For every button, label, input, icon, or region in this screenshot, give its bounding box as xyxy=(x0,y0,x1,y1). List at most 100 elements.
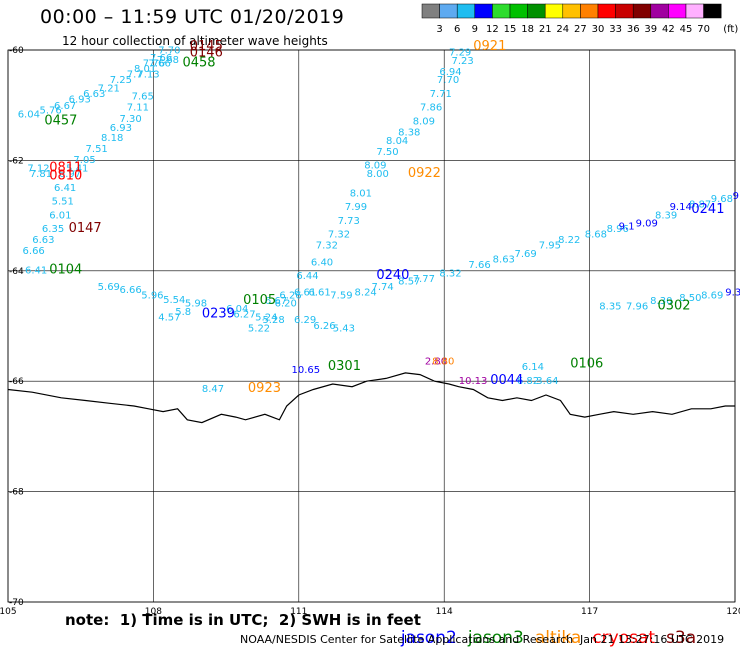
wave-height-value: 8.01 xyxy=(134,64,156,75)
wave-height-value: 7.69 xyxy=(514,249,536,260)
pass-time-label: 0301 xyxy=(328,359,361,374)
wave-height-value: 5.41 xyxy=(66,163,88,174)
wave-height-value: 2.80 xyxy=(425,357,447,368)
wave-height-value: 7.73 xyxy=(338,216,360,227)
wave-height-value: 9.1 xyxy=(619,221,635,232)
longitude-label: 120 xyxy=(726,607,740,617)
wave-height-value: 6.41 xyxy=(25,266,47,277)
wave-height-value: 5.51 xyxy=(52,197,74,208)
wave-height-value: 8.01 xyxy=(350,188,372,199)
wave-height-value: 7.50 xyxy=(376,147,398,158)
wave-height-value: 6.27 xyxy=(233,310,255,321)
wave-height-value: 5.98 xyxy=(185,299,207,310)
wave-height-value: 7.99 xyxy=(345,202,367,213)
longitude-label: 105 xyxy=(0,607,17,617)
wave-height-value: 6.20 xyxy=(275,299,297,310)
colorbar-tick-label: 12 xyxy=(486,24,499,35)
satellite-legend-jason2: jason2 xyxy=(400,628,457,648)
wave-height-value: 7.21 xyxy=(98,83,120,94)
pass-time-label: 0106 xyxy=(570,356,603,371)
wave-height-points: 7.707.667.767.667.688.017.77.137.257.216… xyxy=(18,45,740,395)
latitude-label: -66 xyxy=(9,377,24,387)
latitude-label: -60 xyxy=(9,46,24,56)
latitude-label: -64 xyxy=(9,267,24,277)
wave-height-value: 7.66 xyxy=(149,59,171,70)
wave-height-value: 7.05 xyxy=(73,155,95,166)
coastline xyxy=(7,372,735,424)
latitude-label: -62 xyxy=(9,156,24,166)
colorbar-tick-label: 6 xyxy=(454,24,460,35)
wave-height-value: 8.50 xyxy=(679,293,701,304)
wave-height-value: 7.11 xyxy=(127,103,149,114)
wave-height-value: 7.77 xyxy=(413,274,435,285)
wave-height-value: 8.35 xyxy=(599,301,621,312)
pass-time-label: 0241 xyxy=(691,202,724,217)
wave-height-value: 6.61 xyxy=(308,288,330,299)
color-scale-legend: 3 6 9 12 15 18 21 24 27 30 33 36 39 42 45 70 (ft) xyxy=(421,3,738,35)
wave-height-value: 8.96 xyxy=(607,224,629,235)
pass-time-label: 0240 xyxy=(376,268,409,283)
pass-time-label: 0104 xyxy=(49,263,82,278)
wave-height-value: 6.04 xyxy=(18,109,40,120)
wave-height-value: 8.57 xyxy=(398,277,420,288)
wave-height-value: 7.32 xyxy=(316,241,338,252)
colorbar-tick-label: 18 xyxy=(521,24,534,35)
colorbar-tick-label: 27 xyxy=(574,24,587,35)
wave-height-value: 7.86 xyxy=(420,103,442,114)
pass-time-label: 0147 xyxy=(69,221,102,236)
wave-height-value: 5.43 xyxy=(333,324,355,335)
wave-height-value: 8.63 xyxy=(493,255,515,266)
footer-note: note: 1) Time is in UTC; 2) SWH is in fe… xyxy=(65,611,421,629)
pass-time-label: 0922 xyxy=(408,166,441,181)
latitude-label: -68 xyxy=(9,488,24,498)
wave-height-value: 5.54 xyxy=(163,295,185,306)
generated-timestamp: Jan 21 13:27:16 UTC 2019 xyxy=(580,633,725,646)
pass-time-label: 0810 xyxy=(49,169,82,184)
wave-height-value: 7.95 xyxy=(539,241,561,252)
wave-height-value: 6.44 xyxy=(296,271,318,282)
wave-height-value: 6.93 xyxy=(110,123,132,134)
wave-height-value: 5.24 xyxy=(255,312,277,323)
satellite-legend-altika: altika xyxy=(534,628,582,648)
wave-height-value: 8.18 xyxy=(101,133,123,144)
wave-height-value: 8.32 xyxy=(439,268,461,279)
colorbar-tick-label: 9 xyxy=(472,24,478,35)
pass-time-label: 0811 xyxy=(49,160,82,175)
wave-height-value: 6.97 xyxy=(59,169,81,180)
wave-height-value: 3.64 xyxy=(536,376,558,387)
wave-height-value: 10.13 xyxy=(459,376,488,387)
wave-height-value: 7.96 xyxy=(626,301,648,312)
longitude-label: 108 xyxy=(145,607,162,617)
wave-height-value: 8.09 xyxy=(413,117,435,128)
wave-height-value: 6.66 xyxy=(23,246,45,257)
wave-height-value: 8.80 xyxy=(432,357,454,368)
pass-time-label: 0145 xyxy=(190,39,223,54)
wave-height-value: 7.81 xyxy=(30,169,52,180)
wave-height-value: 8.22 xyxy=(558,235,580,246)
wave-height-value: 9.09 xyxy=(636,219,658,230)
page-title: 00:00 – 11:59 UTC 01/20/2019 xyxy=(40,6,345,28)
colorbar-tick-label: 42 xyxy=(662,24,675,35)
wave-height-value: 8.00 xyxy=(367,169,389,180)
wave-height-value: 7.66 xyxy=(468,260,490,271)
wave-height-value: 6.94 xyxy=(439,67,461,78)
wave-height-value: 8.09 xyxy=(364,161,386,172)
wave-height-value: 5.76 xyxy=(40,105,62,116)
wave-height-value: 9.68 xyxy=(711,194,733,205)
wave-height-value: 7.51 xyxy=(86,144,108,155)
wave-height-value: 7.13 xyxy=(137,70,159,81)
colorbar-tick-label: 33 xyxy=(609,24,622,35)
wave-height-value: 8.47 xyxy=(202,384,224,395)
pass-time-label: 0302 xyxy=(657,298,690,313)
wave-height-value: 8.38 xyxy=(398,128,420,139)
pass-time-label: 0923 xyxy=(248,381,281,396)
pass-time-label: 0105 xyxy=(243,293,276,308)
wave-height-value: 6.14 xyxy=(522,362,544,373)
wave-height-value: 7.30 xyxy=(119,114,141,125)
latitude-label: -70 xyxy=(9,598,24,608)
wave-height-value: 6.40 xyxy=(311,257,333,268)
wave-height-value: 10.65 xyxy=(292,365,321,376)
wave-height-value: 8.39 xyxy=(655,210,677,221)
colorbar-tick-label: 21 xyxy=(539,24,552,35)
